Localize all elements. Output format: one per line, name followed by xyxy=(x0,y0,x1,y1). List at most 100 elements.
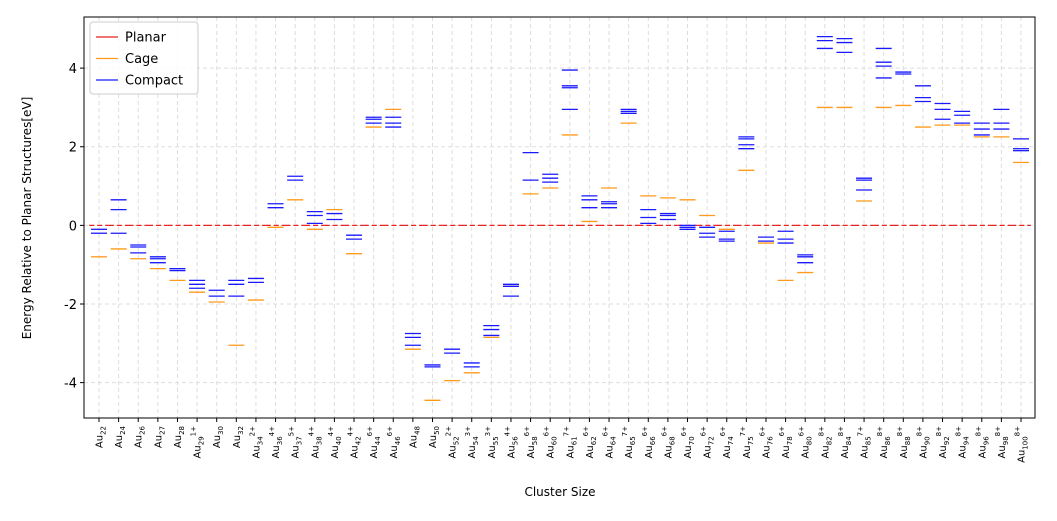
charge: 7+ xyxy=(739,426,747,436)
element: Au xyxy=(860,445,871,458)
x-tick-label: Au291+ xyxy=(190,426,206,459)
size: 75 xyxy=(747,436,755,445)
charge: 8+ xyxy=(896,426,904,436)
size: 64 xyxy=(610,436,618,445)
size: 26 xyxy=(139,425,147,434)
x-tick-label: Au30 xyxy=(212,426,225,448)
x-tick-label: Au686+ xyxy=(660,426,676,459)
plot-frame xyxy=(83,16,1036,419)
element: Au xyxy=(134,435,145,448)
element: Au xyxy=(742,445,753,458)
y-tick-label: 0 xyxy=(69,219,77,234)
charge: 4+ xyxy=(503,426,511,436)
charge: 2+ xyxy=(445,426,453,436)
size: 80 xyxy=(806,436,814,445)
size: 54 xyxy=(472,436,480,445)
element: Au xyxy=(899,445,910,458)
charge: 6+ xyxy=(700,426,708,436)
size: 55 xyxy=(492,436,500,445)
x-tick-label: Au948+ xyxy=(955,426,971,459)
element: Au xyxy=(330,445,341,458)
x-tick-label: Au848+ xyxy=(837,426,853,459)
size: 44 xyxy=(374,436,382,445)
element: Au xyxy=(389,445,400,458)
charge: 2+ xyxy=(248,426,256,436)
x-tick-label: Au404+ xyxy=(327,426,343,459)
element: Au xyxy=(840,445,851,458)
x-tick-label: Au766+ xyxy=(758,426,774,459)
charge: 6+ xyxy=(641,426,649,436)
charge: 6+ xyxy=(758,426,766,436)
x-tick-label: Au746+ xyxy=(719,426,735,459)
element: Au xyxy=(114,435,125,448)
x-tick-label: Au384+ xyxy=(307,426,323,459)
charge: 8+ xyxy=(994,426,1002,436)
charge: 6+ xyxy=(798,426,806,436)
x-tick-label: Au466+ xyxy=(386,426,402,459)
element: Au xyxy=(310,445,321,458)
size: 85 xyxy=(865,436,873,445)
x-tick-label: Au375+ xyxy=(288,426,304,459)
x-tick-label: Au726+ xyxy=(700,426,716,459)
x-tick-label: Au1008+ xyxy=(1014,426,1030,463)
size: 24 xyxy=(119,425,127,434)
x-tick-label: Au586+ xyxy=(523,426,539,459)
element: Au xyxy=(879,445,890,458)
element: Au xyxy=(605,445,616,458)
element: Au xyxy=(153,435,164,448)
element: Au xyxy=(212,435,223,448)
charge: 6+ xyxy=(660,426,668,436)
x-tick-label: Au553+ xyxy=(484,426,500,459)
element: Au xyxy=(565,445,576,458)
legend-label: Planar xyxy=(125,31,167,46)
element: Au xyxy=(938,445,949,458)
charge: 8+ xyxy=(817,426,825,436)
element: Au xyxy=(546,445,557,458)
element: Au xyxy=(801,445,812,458)
charge: 3+ xyxy=(464,426,472,436)
charge: 1+ xyxy=(190,426,198,436)
element: Au xyxy=(781,445,792,458)
x-tick-label: Au857+ xyxy=(857,426,873,459)
charge: 8+ xyxy=(955,426,963,436)
size: 86 xyxy=(884,436,892,445)
size: 56 xyxy=(511,436,519,445)
element: Au xyxy=(487,445,498,458)
size: 34 xyxy=(256,436,264,445)
element: Au xyxy=(408,435,419,448)
element: Au xyxy=(369,445,380,458)
x-tick-label: Au424+ xyxy=(347,426,363,459)
x-tick-label: Au806+ xyxy=(798,426,814,459)
charge: 6+ xyxy=(523,426,531,436)
size: 98 xyxy=(1002,436,1010,445)
size: 29 xyxy=(198,436,206,445)
size: 50 xyxy=(433,426,441,435)
element: Au xyxy=(232,435,243,448)
element: Au xyxy=(918,445,929,458)
charge: 8+ xyxy=(1014,426,1022,436)
size: 48 xyxy=(413,426,421,435)
charge: 7+ xyxy=(562,426,570,436)
element: Au xyxy=(251,445,262,458)
size: 82 xyxy=(825,436,833,445)
size: 96 xyxy=(982,436,990,445)
size: 84 xyxy=(845,436,853,445)
x-tick-label: Au666+ xyxy=(641,426,657,459)
charge: 6+ xyxy=(680,426,688,436)
x-tick-label: Au828+ xyxy=(817,426,833,459)
charge: 8+ xyxy=(935,426,943,436)
element: Au xyxy=(448,445,459,458)
size: 37 xyxy=(296,436,304,445)
size: 78 xyxy=(786,436,794,445)
size: 76 xyxy=(766,436,774,445)
element: Au xyxy=(350,445,361,458)
size: 74 xyxy=(727,436,735,445)
element: Au xyxy=(506,445,517,458)
charge: 6+ xyxy=(582,426,590,436)
x-tick-label: Au564+ xyxy=(503,426,519,459)
size: 88 xyxy=(904,436,912,445)
element: Au xyxy=(173,435,184,448)
charge: 8+ xyxy=(876,426,884,436)
size: 40 xyxy=(335,436,343,445)
